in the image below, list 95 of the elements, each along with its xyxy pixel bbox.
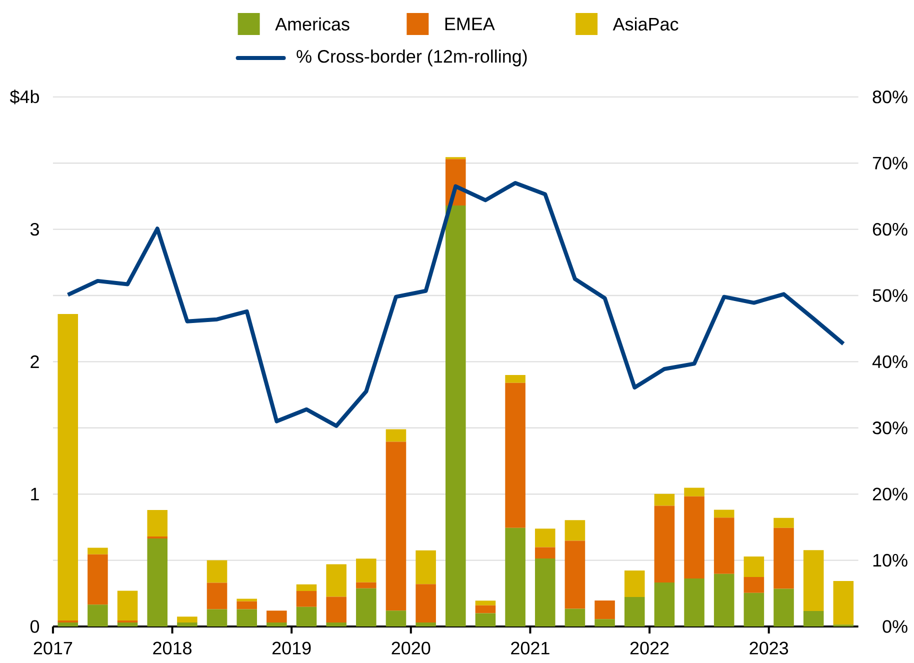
bar — [296, 584, 317, 591]
bar — [534, 528, 556, 547]
bar — [714, 509, 734, 518]
bar — [744, 576, 764, 593]
bar — [386, 428, 406, 442]
bar — [564, 608, 586, 626]
legend-label: AsiaPac — [612, 17, 678, 30]
bar — [326, 622, 346, 626]
x-tick-label: 2020 — [392, 642, 430, 654]
bar — [534, 546, 556, 558]
bar — [684, 496, 704, 578]
bar — [296, 606, 317, 626]
bar — [416, 550, 436, 584]
bar — [803, 550, 824, 611]
bar — [564, 520, 586, 540]
y2-tick-label: 50% — [872, 288, 908, 302]
bar — [117, 590, 138, 620]
bar — [117, 622, 138, 626]
bar — [803, 610, 824, 626]
bar — [177, 616, 198, 622]
y-tick-label: 0 — [30, 620, 40, 633]
y2-tick-label: 40% — [872, 355, 908, 368]
x-tick-label: 2023 — [750, 642, 788, 654]
bar — [744, 556, 764, 577]
bar — [416, 584, 436, 622]
bar — [594, 618, 615, 626]
bar — [624, 596, 645, 626]
bar — [326, 596, 346, 622]
bar — [147, 510, 168, 536]
bar — [475, 600, 496, 606]
bar — [594, 600, 615, 619]
bar — [744, 592, 764, 626]
y-tick-label: 2 — [30, 355, 39, 368]
bar — [206, 609, 228, 626]
y2-tick-label: 80% — [872, 90, 908, 104]
bar — [177, 622, 198, 626]
bar — [236, 598, 257, 602]
bar — [505, 374, 526, 383]
bar — [236, 601, 257, 610]
y-tick-label: $4b — [10, 89, 40, 104]
y2-tick-label: 10% — [873, 554, 908, 566]
bar — [624, 570, 645, 597]
bar — [505, 382, 526, 528]
bar — [774, 528, 794, 589]
bar — [714, 517, 734, 574]
bar — [206, 582, 228, 610]
legend-label: EMEA — [445, 18, 495, 30]
bar — [684, 578, 704, 626]
bar — [356, 588, 376, 626]
bar — [326, 564, 346, 596]
bar — [236, 609, 257, 626]
x-tick-label: 2021 — [511, 642, 550, 654]
x-tick-label: 2017 — [34, 642, 72, 654]
y-tick-label: 3 — [30, 222, 39, 236]
bar — [446, 205, 466, 626]
bar — [88, 547, 108, 554]
legend-label: % Cross-border (12m-rolling) — [296, 49, 527, 66]
bar — [654, 494, 675, 506]
bar — [206, 560, 228, 583]
bar — [88, 604, 108, 626]
bar — [147, 538, 168, 626]
y2-tick-label: 60% — [872, 222, 908, 236]
bar — [505, 528, 526, 626]
bar — [88, 554, 108, 604]
bar — [534, 558, 556, 626]
bar — [684, 488, 704, 496]
bar — [564, 540, 586, 609]
bar — [714, 574, 734, 626]
y2-tick-label: 0% — [882, 620, 908, 633]
x-tick-label: 2022 — [630, 642, 669, 654]
bar — [356, 582, 376, 588]
y2-tick-label: 70% — [872, 156, 908, 170]
x-tick-label: 2019 — [272, 642, 311, 654]
bar — [386, 610, 406, 626]
bar — [475, 613, 496, 626]
y-tick-label: 1 — [31, 488, 39, 500]
bar — [654, 582, 675, 626]
bar — [266, 610, 287, 622]
bar — [58, 314, 78, 620]
bar — [416, 622, 436, 626]
y2-tick-label: 20% — [872, 488, 908, 500]
bar — [774, 588, 794, 626]
bar — [386, 442, 406, 610]
legend-label: Americas — [275, 17, 350, 30]
bar — [58, 622, 78, 626]
x-tick-label: 2018 — [153, 642, 192, 654]
bar — [833, 580, 854, 624]
bar — [296, 590, 317, 607]
bar — [774, 518, 794, 528]
line-series — [66, 180, 846, 428]
y2-tick-label: 30% — [872, 421, 908, 434]
bar — [266, 622, 287, 626]
bar — [654, 506, 675, 582]
bar — [475, 605, 496, 614]
bar — [356, 558, 376, 582]
